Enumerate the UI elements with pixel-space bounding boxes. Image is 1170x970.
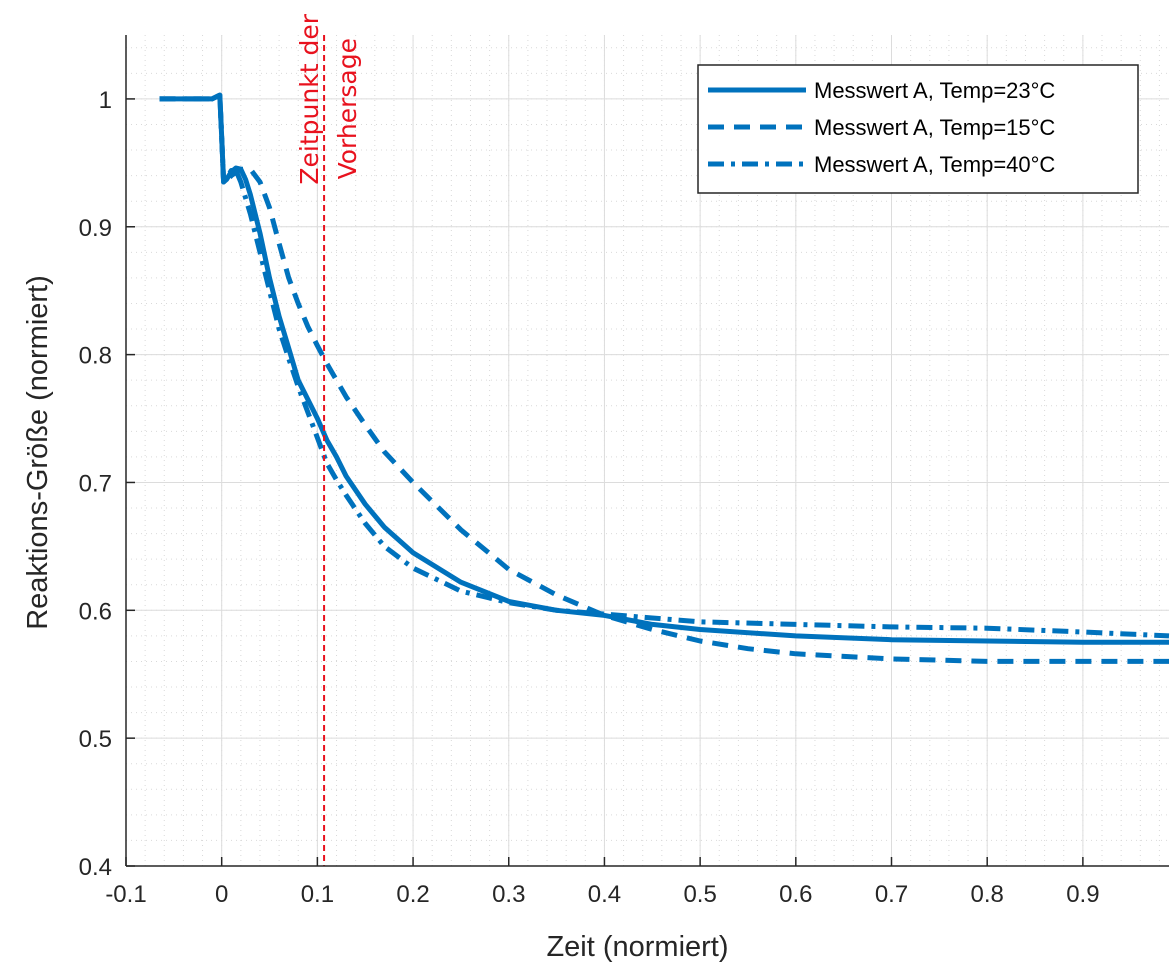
y-tick-label: 0.4 xyxy=(79,854,112,881)
y-tick-label: 1 xyxy=(99,87,112,114)
x-tick-label: 0.6 xyxy=(779,881,812,908)
x-tick-label: 0.5 xyxy=(683,881,716,908)
series-line-dashed xyxy=(159,92,1169,664)
x-tick-label: 0.4 xyxy=(588,881,621,908)
y-axis-label: Reaktions-Größe (normiert) xyxy=(22,275,54,630)
x-tick-label: 0.7 xyxy=(875,881,908,908)
legend-entry-40c: Messwert A, Temp=40°C xyxy=(814,152,1055,177)
x-tick-label: -0.1 xyxy=(105,881,146,908)
x-tick-label: 0.1 xyxy=(301,881,334,908)
y-tick-label: 0.9 xyxy=(79,215,112,242)
y-tick-labels: 0.4 0.5 0.6 0.7 0.8 0.9 1 xyxy=(79,87,112,881)
x-tick-label: 0.9 xyxy=(1066,881,1099,908)
legend-entry-23c: Messwert A, Temp=23°C xyxy=(814,78,1055,103)
axes xyxy=(125,35,1169,867)
x-tick-label: 0.8 xyxy=(971,881,1004,908)
x-tick-label: 0 xyxy=(215,881,228,908)
prediction-annotation-line-2: Vorhersage xyxy=(333,38,362,179)
y-tick-label: 0.6 xyxy=(79,598,112,625)
y-tick-label: 0.8 xyxy=(79,343,112,370)
series-layer xyxy=(159,92,1170,664)
legend-entry-15c: Messwert A, Temp=15°C xyxy=(814,115,1055,140)
x-axis-label: Zeit (normiert) xyxy=(546,931,728,963)
x-tick-labels: -0.1 0 0.1 0.2 0.3 0.4 0.5 0.6 0.7 0.8 0.9 xyxy=(105,881,1099,908)
prediction-annotation-line-1: Zeitpunkt der xyxy=(295,13,324,184)
x-tick-label: 0.2 xyxy=(396,881,429,908)
y-tick-label: 0.5 xyxy=(79,726,112,753)
x-tick-label: 0.3 xyxy=(492,881,525,908)
legend: Messwert A, Temp=23°C Messwert A, Temp=1… xyxy=(697,64,1139,194)
y-tick-label: 0.7 xyxy=(79,470,112,497)
